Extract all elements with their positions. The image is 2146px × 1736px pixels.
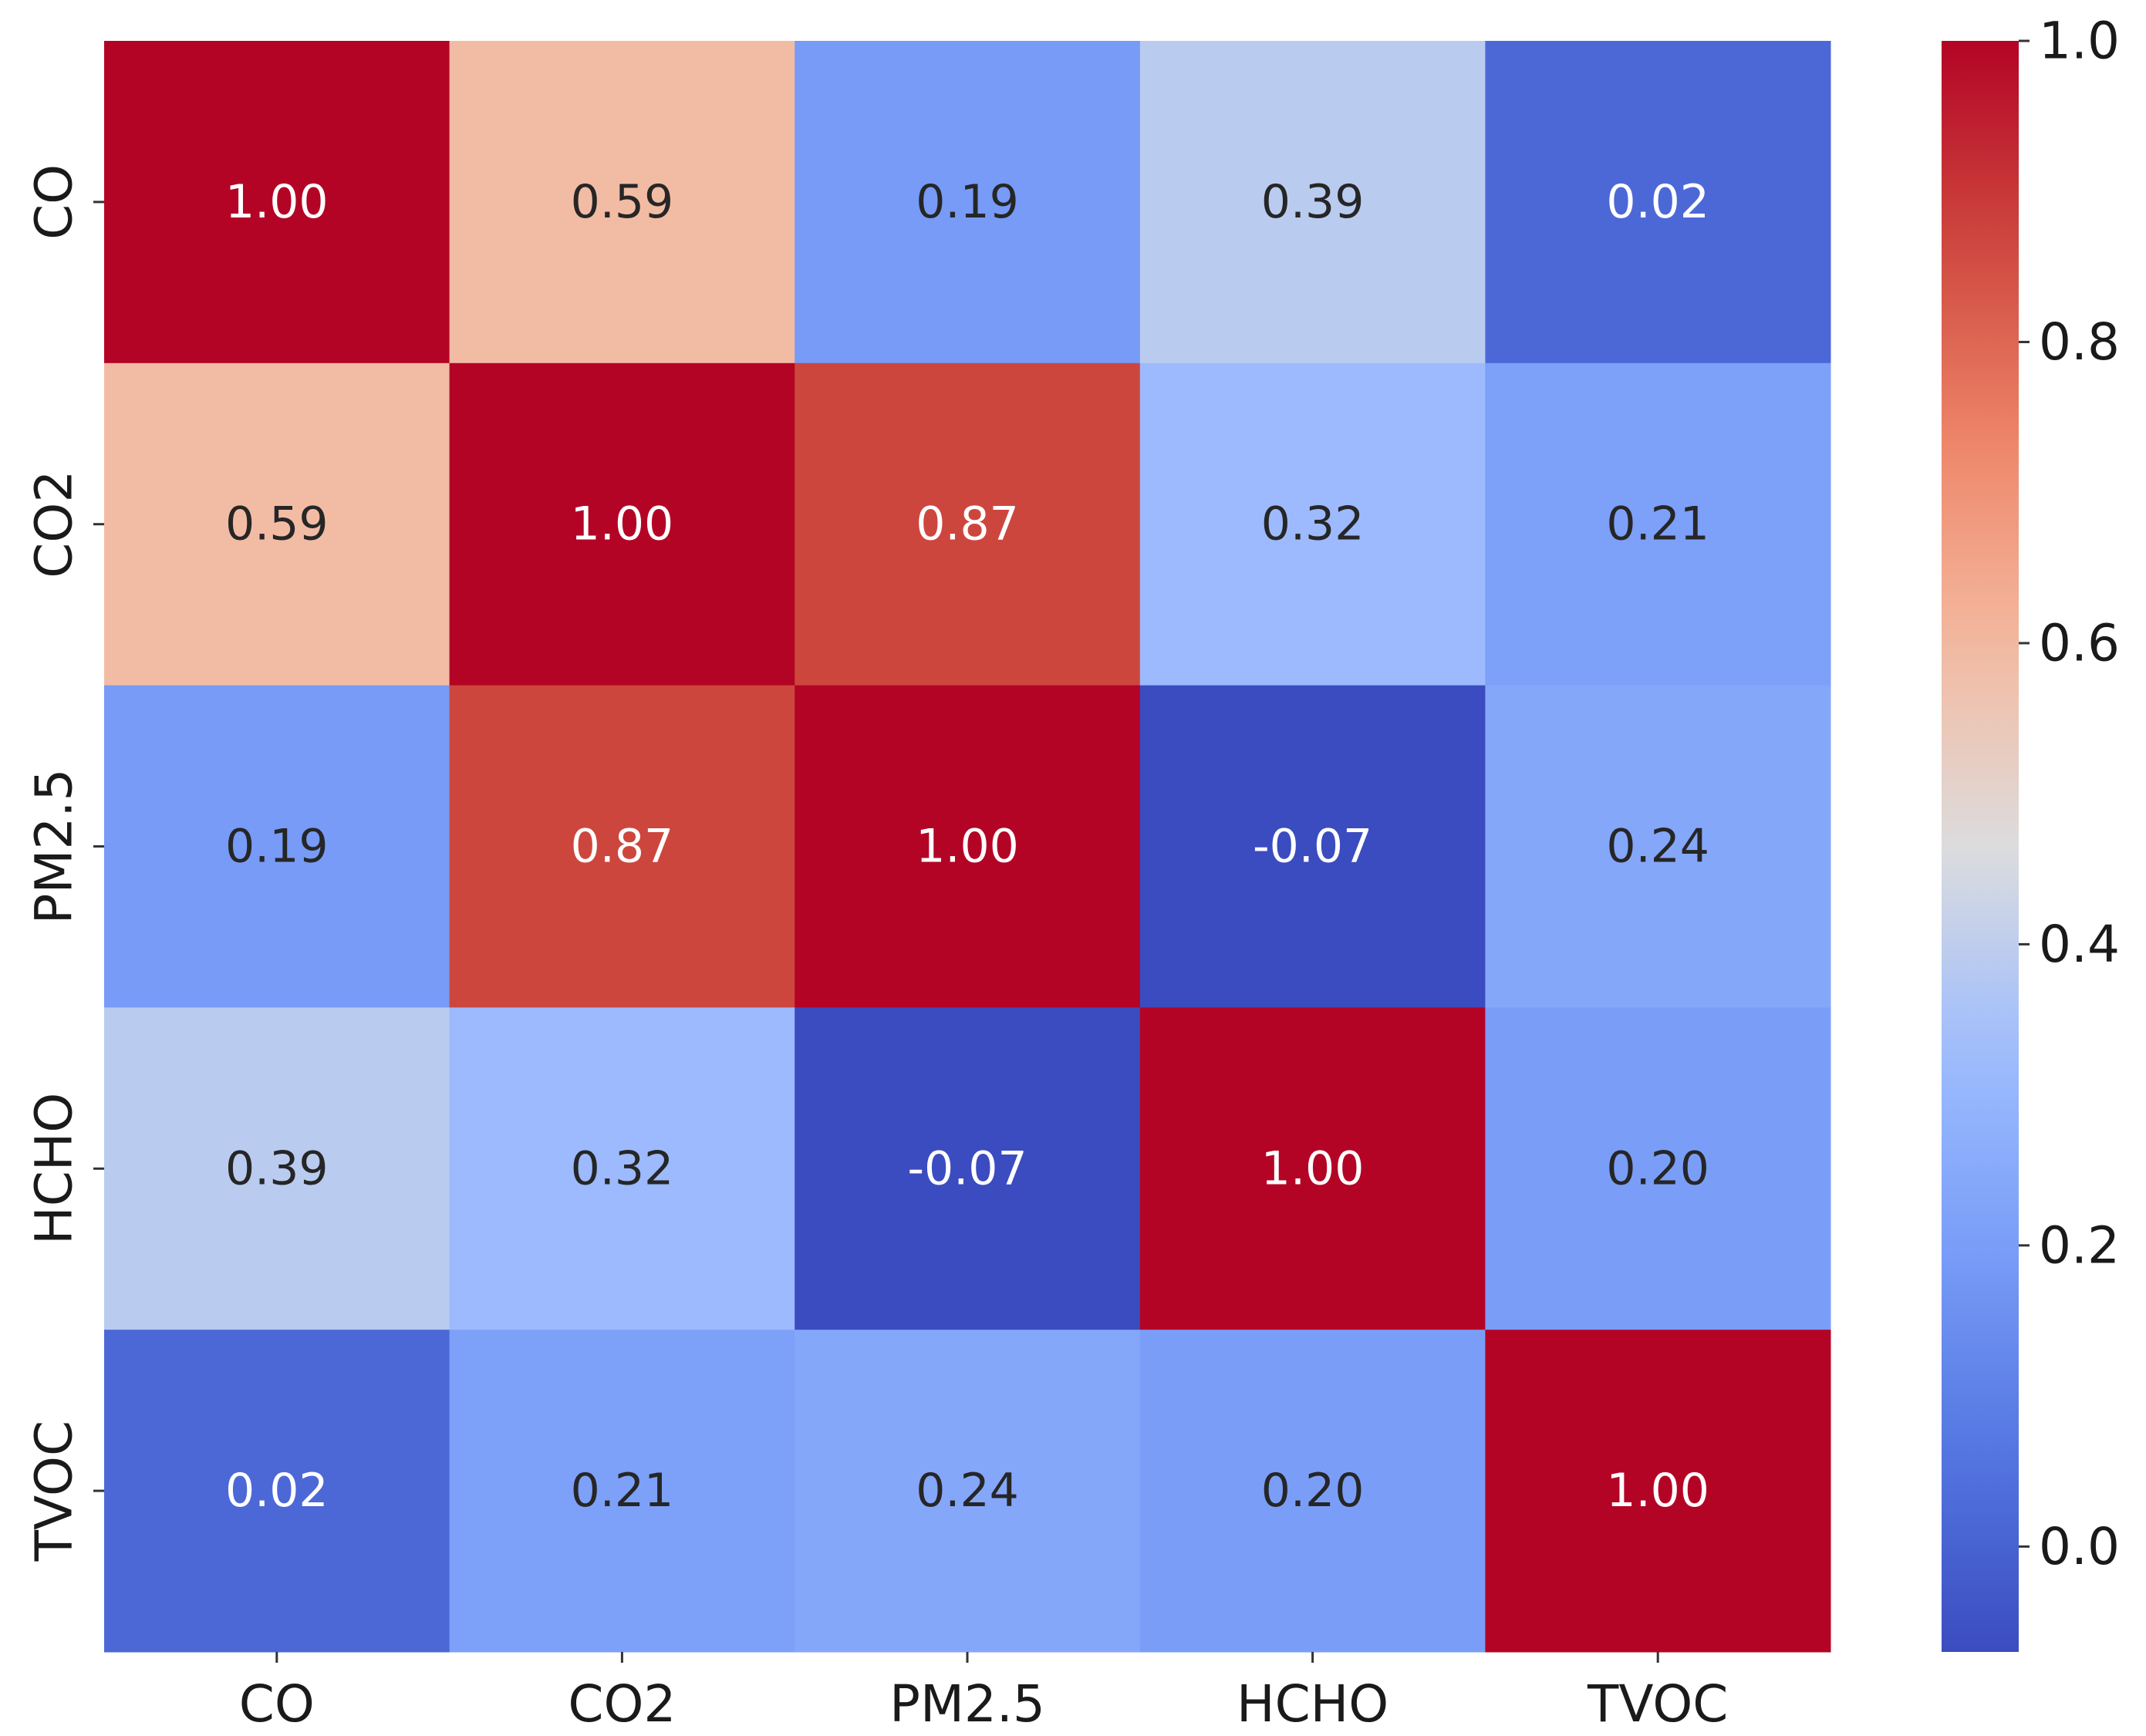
cell-annotation: 0.20 — [1261, 1464, 1365, 1518]
cell-annotation: 0.02 — [225, 1464, 329, 1518]
heatmap-cell-PM2.5-TVOC — [1485, 685, 1831, 1008]
x-tick-label: CO2 — [568, 1674, 676, 1734]
y-tick-label: CO — [25, 164, 84, 240]
colorbar-tick-label: 0.4 — [2039, 915, 2120, 974]
x-tick-label: HCHO — [1237, 1674, 1388, 1734]
cell-annotation: 0.32 — [571, 1141, 674, 1195]
colorbar-tick-label: 0.2 — [2039, 1215, 2120, 1275]
y-tick-label: HCHO — [25, 1093, 84, 1245]
cell-annotation: -0.07 — [907, 1141, 1027, 1195]
colorbar: 0.0 0.2 0.4 0.6 0.8 1.0 — [1942, 12, 2120, 1652]
cell-annotation: 0.19 — [916, 175, 1019, 229]
y-tick-label: TVOC — [25, 1421, 84, 1562]
heatmap-cell-CO2-HCHO — [1139, 362, 1486, 686]
heatmap-cell-TVOC-CO — [104, 1330, 450, 1653]
colorbar-tick-label: 0.0 — [2039, 1517, 2120, 1576]
cell-annotation: 0.59 — [571, 175, 674, 229]
x-tick-label: CO — [239, 1674, 315, 1734]
cell-annotation: 0.39 — [1261, 175, 1365, 229]
cell-annotation: 1.00 — [571, 497, 674, 551]
heatmap-cell-HCHO-CO — [104, 1007, 450, 1330]
heatmap-cell-TVOC-HCHO — [1139, 1330, 1486, 1653]
cell-annotation: 0.87 — [571, 820, 674, 874]
colorbar-tick-label: 0.6 — [2039, 613, 2120, 672]
heatmap-cell-PM2.5-PM2.5 — [795, 685, 1141, 1008]
cell-annotation: 0.87 — [916, 497, 1019, 551]
heatmap-cell-CO2-CO — [104, 362, 450, 686]
cell-annotation: 0.39 — [225, 1141, 329, 1195]
cell-annotation: -0.07 — [1253, 820, 1372, 874]
colorbar-gradient — [1942, 41, 2019, 1652]
cell-annotation: 1.00 — [225, 175, 329, 229]
cell-annotation: 0.24 — [916, 1464, 1019, 1518]
cell-annotation: 0.24 — [1606, 820, 1709, 874]
cell-annotation: 0.21 — [571, 1464, 674, 1518]
heatmap-cell-CO-CO2 — [449, 41, 795, 364]
heatmap-cell-HCHO-CO2 — [449, 1007, 795, 1330]
colorbar-tick-label: 1.0 — [2039, 12, 2120, 71]
cell-annotation: 1.00 — [916, 820, 1019, 874]
heatmap-cell-PM2.5-HCHO — [1139, 685, 1486, 1008]
heatmap-cell-HCHO-TVOC — [1485, 1007, 1831, 1330]
heatmap-cell-HCHO-PM2.5 — [795, 1007, 1141, 1330]
heatmap-cell-TVOC-PM2.5 — [795, 1330, 1141, 1653]
heatmap-cell-CO2-PM2.5 — [795, 362, 1141, 686]
heatmap-cell-CO-TVOC — [1485, 41, 1831, 364]
x-tick-label: TVOC — [1587, 1674, 1728, 1734]
cell-annotation: 0.20 — [1606, 1141, 1709, 1195]
heatmap-cell-CO2-TVOC — [1485, 362, 1831, 686]
cell-annotation: 1.00 — [1261, 1141, 1365, 1195]
colorbar-tick-label: 0.8 — [2039, 312, 2120, 372]
heatmap-cells — [104, 41, 1831, 1653]
cell-annotation: 0.59 — [225, 497, 329, 551]
heatmap-cell-CO-PM2.5 — [795, 41, 1141, 364]
heatmap-cell-CO2-CO2 — [449, 362, 795, 686]
cell-annotation: 0.02 — [1606, 175, 1709, 229]
cell-annotation: 0.19 — [225, 820, 329, 874]
heatmap-cell-PM2.5-CO2 — [449, 685, 795, 1008]
heatmap-cell-TVOC-TVOC — [1485, 1330, 1831, 1653]
cell-annotation: 0.32 — [1261, 497, 1365, 551]
heatmap-cell-TVOC-CO2 — [449, 1330, 795, 1653]
x-axis: CO CO2 PM2.5 HCHO TVOC — [239, 1652, 1728, 1734]
x-tick-label: PM2.5 — [889, 1674, 1045, 1734]
cell-annotations: 1.00 0.59 0.19 0.39 0.02 0.59 1.00 0.87 0.32 0.21… — [225, 175, 1709, 1518]
heatmap-cell-PM2.5-CO — [104, 685, 450, 1008]
heatmap-cell-CO-CO — [104, 41, 450, 364]
y-tick-label: PM2.5 — [25, 769, 84, 925]
heatmap-cell-CO-HCHO — [1139, 41, 1486, 364]
heatmap-cell-HCHO-HCHO — [1139, 1007, 1486, 1330]
y-tick-label: CO2 — [25, 470, 84, 578]
cell-annotation: 0.21 — [1606, 497, 1709, 551]
y-axis: CO CO2 PM2.5 HCHO TVOC — [25, 164, 104, 1562]
cell-annotation: 1.00 — [1606, 1464, 1709, 1518]
